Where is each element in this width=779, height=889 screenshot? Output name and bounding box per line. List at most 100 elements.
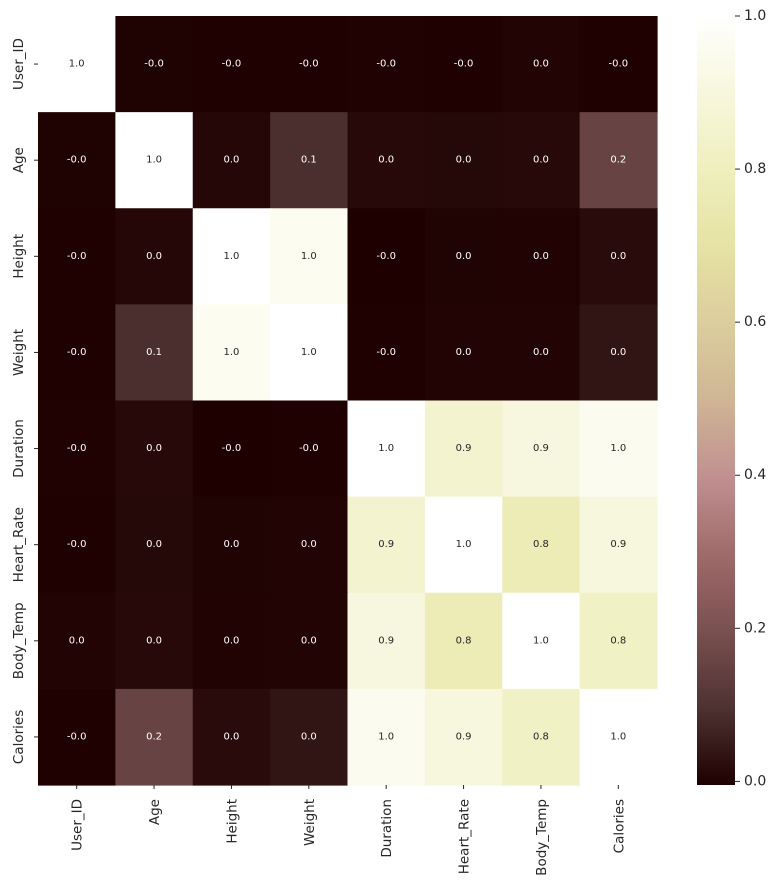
heatmap-cell-Calories-Duration: [347, 688, 426, 786]
cell-annotation: 0.2: [146, 731, 162, 742]
cell-annotation: 0.1: [146, 347, 162, 358]
heatmap-cell-Weight-Heart_Rate: [424, 304, 503, 402]
cell-annotation: 0.0: [533, 251, 549, 262]
cell-annotation: 0.9: [378, 635, 394, 646]
y-tick-label-Weight: Weight: [11, 329, 27, 376]
heatmap-cell-Age-Duration: [347, 112, 426, 209]
heatmap-cell-Height-Duration: [347, 208, 426, 305]
heatmap-cell-Heart_Rate-Body_Temp: [502, 496, 581, 594]
cell-annotation: 0.0: [533, 59, 549, 70]
cell-annotation: 1.0: [610, 443, 626, 454]
heatmap-cell-Calories-User_ID: [38, 688, 116, 786]
heatmap-cell-Weight-Height: [192, 304, 271, 402]
colorbar-tick-label: 1.0: [744, 8, 766, 24]
heatmap-cells: [38, 16, 658, 786]
cell-annotation: 0.8: [533, 731, 549, 742]
heatmap-cell-Body_Temp-Weight: [270, 592, 349, 690]
heatmap-cell-Duration-User_ID: [38, 400, 116, 498]
heatmap-cell-Weight-Age: [115, 304, 194, 402]
heatmap-cell-Weight-User_ID: [38, 304, 116, 402]
heatmap-cell-Duration-Heart_Rate: [424, 400, 503, 498]
cell-annotation: 0.0: [301, 635, 317, 646]
heatmap-cell-User_ID-Calories: [579, 16, 658, 113]
cell-annotation: -0.0: [376, 347, 396, 358]
cell-annotation: 0.8: [610, 635, 626, 646]
cell-annotation: -0.0: [454, 59, 474, 70]
cell-annotation: 0.8: [533, 539, 549, 550]
cell-annotation: 0.9: [610, 539, 626, 550]
heatmap-cell-Weight-Weight: [270, 304, 349, 402]
cell-annotation: 0.0: [456, 155, 472, 166]
x-tick-label-Height: Height: [224, 799, 240, 844]
heatmap-cell-Height-Height: [192, 208, 271, 305]
cell-annotation: 0.1: [301, 155, 317, 166]
cell-annotation: -0.0: [222, 443, 242, 454]
cell-annotation: 0.0: [146, 539, 162, 550]
cell-annotation: 0.9: [456, 731, 472, 742]
heatmap-cell-Height-Heart_Rate: [424, 208, 503, 305]
heatmap-cell-Calories-Body_Temp: [502, 688, 581, 786]
cell-annotation: 0.0: [301, 731, 317, 742]
heatmap-cell-Duration-Duration: [347, 400, 426, 498]
heatmap-cell-Body_Temp-Heart_Rate: [424, 592, 503, 690]
heatmap-cell-Height-Calories: [579, 208, 658, 305]
colorbar-tick-label: 0.2: [744, 620, 766, 636]
heatmap-cell-Weight-Duration: [347, 304, 426, 402]
heatmap-cell-Height-Weight: [270, 208, 349, 305]
y-tick-label-Body_Temp: Body_Temp: [11, 602, 27, 679]
colorbar-tick-label: 0.4: [744, 467, 766, 483]
heatmap-cell-Calories-Age: [115, 688, 194, 786]
heatmap-cell-Height-User_ID: [38, 208, 116, 305]
y-tick-label-Height: Height: [11, 234, 27, 279]
y-tick-label-Heart_Rate: Heart_Rate: [11, 507, 27, 582]
y-tick-label-Calories: Calories: [11, 710, 27, 764]
heatmap-cell-User_ID-User_ID: [38, 16, 116, 113]
cell-annotation: 0.0: [456, 347, 472, 358]
cell-annotation: 1.0: [223, 251, 239, 262]
heatmap-cell-Heart_Rate-Heart_Rate: [424, 496, 503, 594]
heatmap-cell-Heart_Rate-Height: [192, 496, 271, 594]
heatmap-cell-Duration-Calories: [579, 400, 658, 498]
heatmap-cell-Calories-Weight: [270, 688, 349, 786]
colorbar-tick-label: 0.0: [744, 773, 766, 789]
cell-annotation: -0.0: [67, 155, 87, 166]
heatmap-cell-Body_Temp-Calories: [579, 592, 658, 690]
cell-annotation: 0.0: [301, 539, 317, 550]
cell-annotation: 1.0: [223, 347, 239, 358]
cell-annotation: -0.0: [222, 59, 242, 70]
cell-annotation: 0.0: [223, 635, 239, 646]
heatmap-cell-Duration-Age: [115, 400, 194, 498]
cell-annotation: 1.0: [378, 731, 394, 742]
cell-annotation: 0.9: [378, 539, 394, 550]
heatmap-cell-User_ID-Heart_Rate: [424, 16, 503, 113]
heatmap-cell-Duration-Weight: [270, 400, 349, 498]
y-tick-label-User_ID: User_ID: [11, 38, 27, 90]
heatmap-cell-Duration-Height: [192, 400, 271, 498]
heatmap-cell-User_ID-Duration: [347, 16, 426, 113]
heatmap-cell-Body_Temp-Body_Temp: [502, 592, 581, 690]
heatmap-cell-Body_Temp-Age: [115, 592, 194, 690]
cell-annotation: 1.0: [301, 347, 317, 358]
heatmap-cell-User_ID-Height: [192, 16, 271, 113]
heatmap-cell-Age-Heart_Rate: [424, 112, 503, 209]
heatmap-cell-Age-Age: [115, 112, 194, 209]
cell-annotation: 0.0: [533, 347, 549, 358]
colorbar: 0.0 0.2 0.4 0.6 0.8 1.0: [697, 8, 766, 789]
x-tick-label-Age: Age: [147, 799, 163, 825]
cell-annotation: -0.0: [67, 731, 87, 742]
y-axis-tick-labels: User_ID Age Height Weight Duration Heart_Rate…: [11, 38, 38, 764]
heatmap-cell-User_ID-Age: [115, 16, 194, 113]
heatmap-cell-Heart_Rate-Calories: [579, 496, 658, 594]
colorbar-tick-label: 0.8: [744, 161, 766, 177]
cell-annotation: 0.0: [456, 251, 472, 262]
cell-annotation: -0.0: [67, 443, 87, 454]
heatmap-cell-Body_Temp-User_ID: [38, 592, 116, 690]
cell-annotation: 0.9: [533, 443, 549, 454]
cell-annotation: 0.0: [146, 443, 162, 454]
cell-annotation: -0.0: [67, 251, 87, 262]
heatmap-cell-Height-Body_Temp: [502, 208, 581, 305]
x-tick-label-Weight: Weight: [302, 799, 318, 846]
cell-annotation: 0.0: [378, 155, 394, 166]
heatmap-cell-Calories-Calories: [579, 688, 658, 786]
heatmap-cell-Body_Temp-Height: [192, 592, 271, 690]
